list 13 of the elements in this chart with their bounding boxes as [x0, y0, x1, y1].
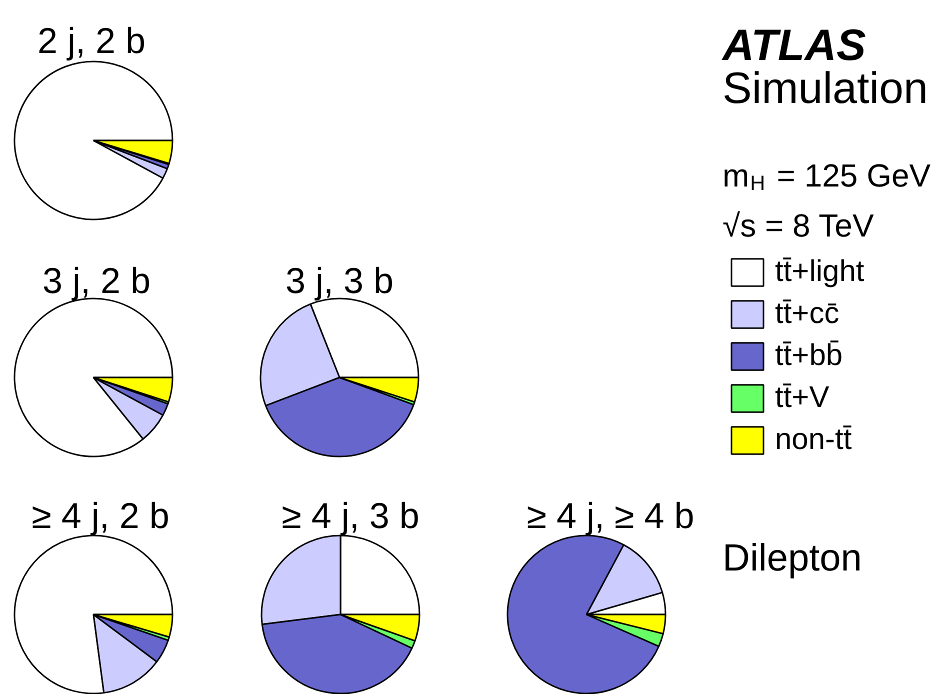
chart-title: 3 j, 3 b	[285, 260, 394, 301]
text: √s = 8 TeV	[722, 208, 874, 244]
legend-label: tt̄+cc̄	[775, 297, 840, 331]
chart-title: 2 j, 2 b	[37, 20, 146, 61]
chart-title: ≥ 4 j, ≥ 4 b	[526, 495, 694, 536]
chart-title: ≥ 4 j, 2 b	[32, 495, 170, 536]
text: Dilepton	[722, 538, 862, 580]
legend-label: tt̄+V	[775, 381, 830, 415]
chart-title: ≥ 4 j, 3 b	[282, 495, 420, 536]
legend-label: tt̄+light	[775, 255, 864, 289]
chart-title: 3 j, 2 b	[42, 260, 151, 301]
legend-label: tt̄+bb̄	[775, 339, 843, 373]
legend-label: non-tt̄	[775, 423, 852, 457]
